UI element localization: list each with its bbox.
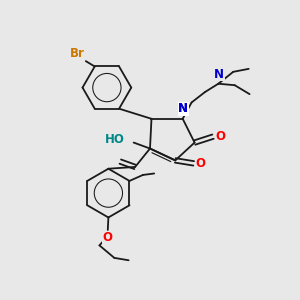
Text: N: N xyxy=(178,102,188,115)
Text: O: O xyxy=(103,231,113,244)
Text: HO: HO xyxy=(105,133,125,146)
Text: Br: Br xyxy=(69,46,84,60)
Text: O: O xyxy=(196,157,206,170)
Text: N: N xyxy=(178,102,188,115)
Text: N: N xyxy=(214,68,224,81)
Text: N: N xyxy=(178,102,188,115)
Text: O: O xyxy=(215,130,225,143)
